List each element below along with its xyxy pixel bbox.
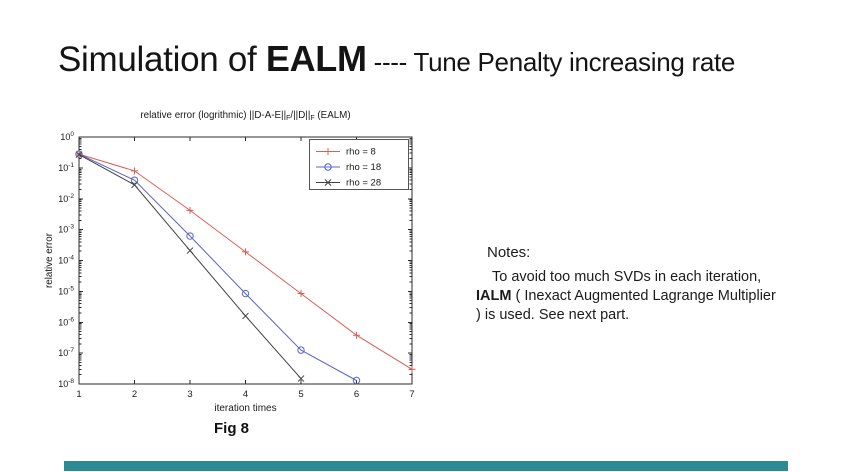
slide-title-suffix: Tune Penalty increasing rate bbox=[413, 47, 736, 77]
series-rho8 bbox=[75, 150, 416, 373]
series-rho18 bbox=[75, 150, 361, 385]
figure-caption: Fig 8 bbox=[214, 420, 250, 437]
svg-text:10-7: 10-7 bbox=[58, 347, 74, 358]
svg-text:10-5: 10-5 bbox=[58, 285, 74, 296]
chart-title: relative error (logrithmic) ||D-A-E||F/|… bbox=[140, 110, 350, 122]
y-axis-label: relative error bbox=[44, 232, 55, 288]
slide-title-dashes: ---- bbox=[366, 47, 414, 77]
ealm-convergence-chart: 100 10-1 10-2 10-3 10-4 10-5 10-6 10-7 10-81 2 3 4 5… bbox=[44, 110, 416, 414]
svg-text:4: 4 bbox=[243, 389, 248, 400]
svg-text:100: 100 bbox=[60, 131, 74, 142]
svg-text:3: 3 bbox=[187, 389, 192, 400]
svg-text:rho = 28: rho = 28 bbox=[346, 178, 381, 189]
svg-text:rho = 8: rho = 8 bbox=[346, 147, 376, 158]
svg-text:7: 7 bbox=[409, 389, 414, 400]
slide-title: Simulation of EALM ---- Tune Penalty inc… bbox=[58, 38, 735, 80]
svg-text:10-6: 10-6 bbox=[58, 316, 74, 327]
x-axis-label: iteration times bbox=[214, 403, 276, 414]
svg-text:1: 1 bbox=[76, 389, 81, 400]
svg-text:10-3: 10-3 bbox=[58, 224, 74, 235]
svg-text:5: 5 bbox=[298, 389, 303, 400]
footer-accent-bar bbox=[64, 461, 788, 471]
slide-title-emphasis: EALM bbox=[265, 38, 367, 79]
notes-heading: Notes: bbox=[487, 244, 531, 261]
svg-text:10-4: 10-4 bbox=[58, 255, 74, 266]
slide-title-prefix: Simulation of bbox=[58, 40, 266, 79]
series-rho28 bbox=[75, 151, 305, 382]
chart-legend: rho = 8 rho = 18 rho = 28 bbox=[309, 139, 409, 190]
svg-text:10-2: 10-2 bbox=[58, 193, 74, 204]
chart-figure: 100 10-1 10-2 10-3 10-4 10-5 10-6 10-7 10-8 1 2 3 4 5… bbox=[40, 104, 460, 420]
svg-text:rho = 18: rho = 18 bbox=[346, 162, 381, 173]
svg-text:10-8: 10-8 bbox=[58, 378, 74, 389]
svg-text:6: 6 bbox=[354, 389, 359, 400]
svg-text:2: 2 bbox=[132, 389, 137, 400]
notes-body: To avoid too much SVDs in each iteration… bbox=[476, 269, 776, 323]
svg-text:10-1: 10-1 bbox=[58, 162, 74, 173]
